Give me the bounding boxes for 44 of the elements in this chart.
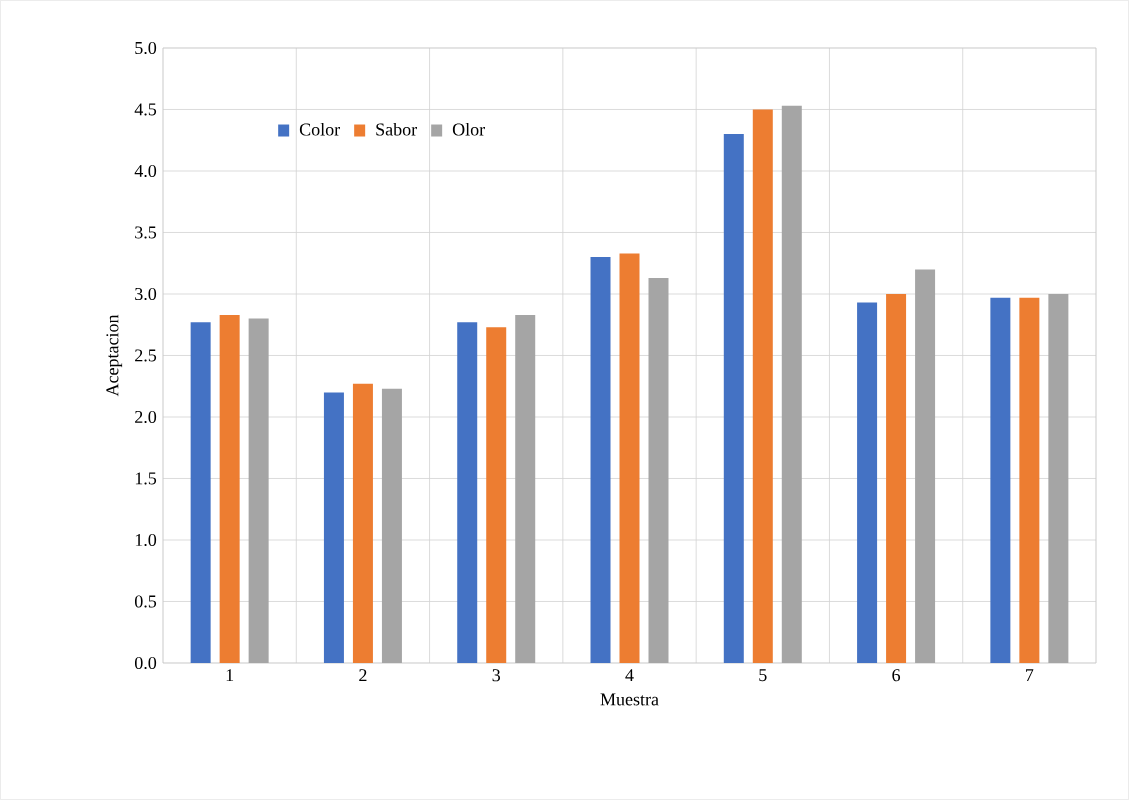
bar: [248, 318, 269, 663]
x-tick-label: 6: [892, 669, 901, 682]
bar: [1019, 297, 1040, 663]
x-tick-label: 1: [226, 669, 234, 682]
x-tick-label: 7: [1026, 669, 1034, 681]
bar: [352, 383, 373, 663]
bar: [190, 322, 211, 663]
bar: [886, 293, 907, 663]
legend-label: Sabor: [376, 122, 417, 136]
bar: [752, 109, 773, 663]
y-tick-label: 0.5: [134, 595, 157, 608]
bar: [486, 327, 507, 663]
x-axis-title: Muestra: [600, 693, 659, 706]
bar: [323, 392, 344, 663]
bar: [781, 105, 802, 663]
x-tick-label: 2: [359, 669, 367, 682]
y-tick-label: 0.0: [134, 656, 157, 670]
y-tick-label: 4.5: [134, 103, 157, 116]
bar: [590, 257, 611, 663]
x-tick-label: 5: [759, 669, 767, 682]
bar: [915, 269, 936, 663]
bar: [457, 322, 478, 663]
bar: [1048, 293, 1069, 663]
x-tick-label: 3: [492, 669, 501, 682]
y-tick-label: 2.0: [135, 410, 157, 424]
legend-label: Color: [299, 122, 340, 136]
y-tick-label: 3.0: [135, 287, 157, 301]
y-axis-title: Aceptacion: [106, 314, 123, 397]
bar: [381, 388, 402, 663]
x-tick-label: 4: [625, 669, 634, 682]
y-tick-label: 5.0: [135, 41, 157, 55]
y-tick-label: 4.0: [134, 164, 157, 178]
bar: [990, 297, 1011, 663]
y-tick-label: 3.5: [135, 226, 157, 239]
bar: [515, 314, 536, 663]
bar: [219, 314, 240, 663]
bar: [619, 253, 640, 663]
bar: [648, 278, 669, 663]
y-tick-label: 2.5: [135, 349, 157, 362]
y-tick-label: 1.5: [135, 472, 157, 485]
y-tick-label: 1.0: [135, 533, 157, 547]
bar: [857, 302, 878, 663]
bar: [723, 134, 744, 663]
legend-label: Olor: [452, 122, 485, 136]
